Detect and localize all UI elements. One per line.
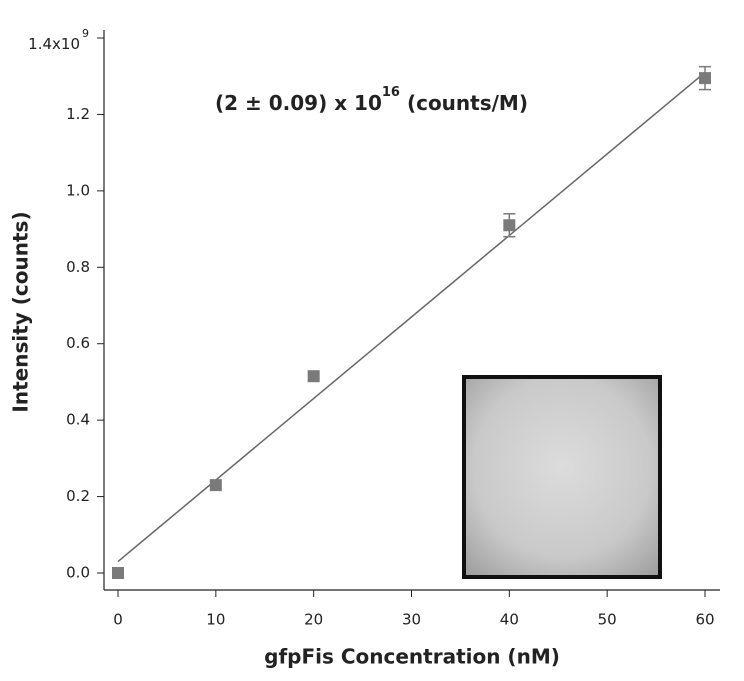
x-tick-label: 20 [304,611,323,629]
annotation: (2 ± 0.09) x 1016 (counts/M) [215,85,528,115]
x-tick-label: 50 [598,611,617,629]
y-tick-exponent: 9 [82,27,89,40]
y-axis-title: Intensity (counts) [9,211,33,412]
annotation-suffix: (counts/M) [400,91,528,115]
point [503,219,516,232]
y-tick-label: 0.8 [66,258,90,276]
y-tick-label: 1.2 [66,105,90,123]
y-tick-label: 0.0 [66,564,90,582]
annotation-text: (2 ± 0.09) x 10 [215,91,382,115]
point [209,479,222,492]
x-tick-label: 40 [500,611,519,629]
y-tick-label: 0.6 [66,334,90,352]
x-tick-label: 0 [113,611,123,629]
y-tick-label-text: 1.4x10 [28,35,80,53]
x-tick-label: 30 [402,611,421,629]
y-tick-label: 0.2 [66,487,90,505]
point [307,370,320,383]
point [699,72,711,85]
x-tick-label: 60 [695,611,714,629]
y-tick-label: 1.0 [66,181,90,199]
annotation-superscript: 16 [382,85,400,100]
x-tick-label: 10 [206,611,225,629]
x-axis-title: gfpFis Concentration (nM) [264,645,560,669]
point [112,567,124,579]
inset-image [462,375,662,579]
y-tick-label: 0.4 [66,411,90,429]
y-tick-label: 1.4x10 [28,35,80,53]
